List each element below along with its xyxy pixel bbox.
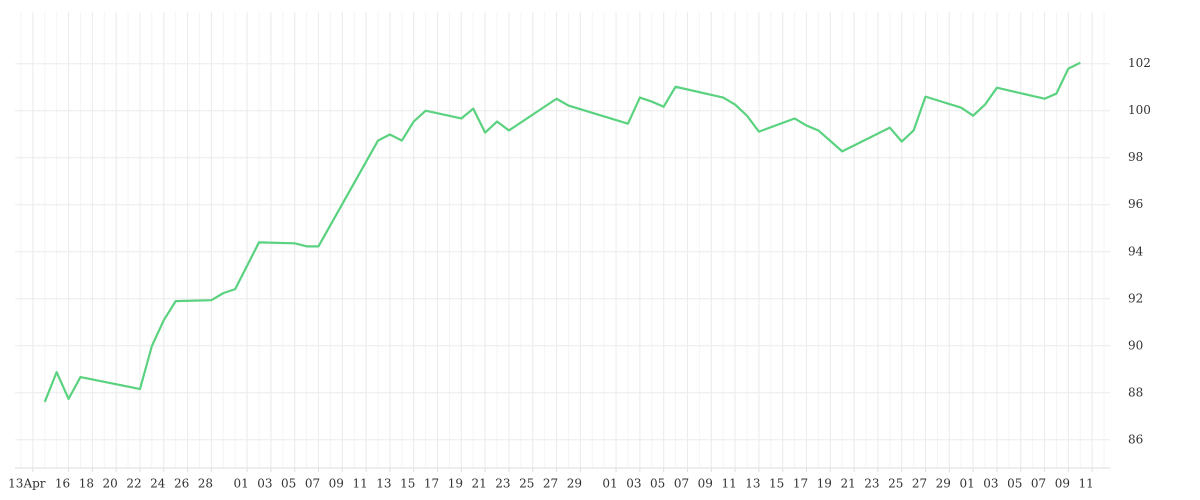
x-tick-label: 03 bbox=[626, 477, 641, 491]
x-tick-label: 29 bbox=[567, 477, 582, 491]
plot-area bbox=[15, 12, 1110, 468]
y-tick-label: 94 bbox=[1128, 244, 1144, 258]
x-tick-label: 07 bbox=[1031, 477, 1046, 491]
x-tick-label: 11 bbox=[1079, 477, 1094, 491]
y-tick-label: 88 bbox=[1128, 385, 1143, 399]
x-tick-label: 01 bbox=[602, 477, 617, 491]
x-tick-label: 07 bbox=[305, 477, 320, 491]
x-tick-label: 13Apr bbox=[8, 477, 46, 491]
x-tick-label: 05 bbox=[1007, 477, 1022, 491]
x-tick-label: 11 bbox=[352, 477, 367, 491]
x-tick-label: 22 bbox=[126, 477, 141, 491]
x-tick-label: 01 bbox=[233, 477, 248, 491]
price-line bbox=[43, 61, 1081, 403]
x-tick-label: 15 bbox=[769, 477, 784, 491]
x-tick-label: 16 bbox=[55, 477, 70, 491]
y-tick-label: 98 bbox=[1128, 150, 1143, 164]
x-tick-label: 01 bbox=[959, 477, 974, 491]
x-tick-label: 21 bbox=[840, 477, 855, 491]
x-tick-label: 19 bbox=[448, 477, 463, 491]
x-tick-label: 29 bbox=[936, 477, 951, 491]
x-tick-label: 18 bbox=[79, 477, 94, 491]
y-tick-label: 92 bbox=[1128, 291, 1143, 305]
x-tick-label: 25 bbox=[888, 477, 903, 491]
x-tick-label: 25 bbox=[519, 477, 534, 491]
x-tick-label: 13 bbox=[745, 477, 760, 491]
x-tick-label: 03 bbox=[983, 477, 998, 491]
x-tick-label: 15 bbox=[400, 477, 415, 491]
x-tick-label: 27 bbox=[912, 477, 927, 491]
x-tick-label: 17 bbox=[424, 477, 439, 491]
y-tick-label: 86 bbox=[1128, 432, 1143, 446]
x-tick-label: 03 bbox=[257, 477, 272, 491]
x-tick-label: 17 bbox=[793, 477, 808, 491]
x-tick-label: 28 bbox=[198, 477, 213, 491]
x-tick-label: 05 bbox=[281, 477, 296, 491]
y-tick-label: 96 bbox=[1128, 197, 1143, 211]
x-tick-label: 11 bbox=[721, 477, 736, 491]
x-tick-label: 23 bbox=[495, 477, 510, 491]
x-tick-label: 21 bbox=[471, 477, 486, 491]
x-tick-label: 23 bbox=[864, 477, 879, 491]
x-tick-label: 09 bbox=[1055, 477, 1070, 491]
x-tick-label: 24 bbox=[150, 477, 166, 491]
x-tick-label: 13 bbox=[376, 477, 391, 491]
x-tick-label: 09 bbox=[698, 477, 713, 491]
x-tick-label: 07 bbox=[674, 477, 689, 491]
y-tick-label: 90 bbox=[1128, 338, 1143, 352]
x-tick-label: 05 bbox=[650, 477, 665, 491]
x-tick-label: 26 bbox=[174, 477, 189, 491]
y-tick-label: 102 bbox=[1128, 56, 1151, 70]
y-tick-label: 100 bbox=[1128, 103, 1151, 117]
x-tick-label: 20 bbox=[103, 477, 118, 491]
x-tick-label: 19 bbox=[817, 477, 832, 491]
x-tick-label: 09 bbox=[329, 477, 344, 491]
x-tick-label: 27 bbox=[543, 477, 558, 491]
